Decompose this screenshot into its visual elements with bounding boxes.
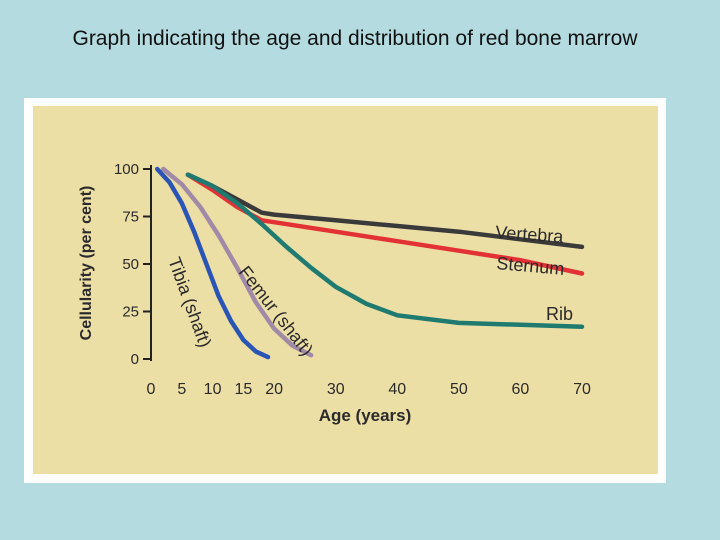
y-tick-label: 0 (131, 351, 139, 368)
x-tick-label: 15 (234, 381, 252, 398)
y-tick-label: 75 (122, 209, 139, 226)
series-line-rib (185, 172, 585, 329)
x-tick-label: 50 (450, 381, 468, 398)
x-tick-label: 5 (177, 381, 186, 398)
x-tick-label: 10 (204, 381, 222, 398)
x-tick-label: 70 (573, 381, 591, 398)
x-tick-label: 40 (388, 381, 406, 398)
y-axis-title-wrap: Cellularity (per cent) (74, 165, 100, 361)
x-tick-label: 20 (265, 381, 283, 398)
x-tick-label: 0 (147, 381, 156, 398)
y-axis-title: Cellularity (per cent) (78, 185, 95, 341)
slide-title: Graph indicating the age and distributio… (72, 27, 638, 50)
series-line-femur-shaft (161, 166, 314, 358)
series-label-rib: Rib (546, 304, 573, 324)
series-label-sternum: Sternum (496, 253, 566, 279)
series-line-sternum (185, 172, 585, 276)
x-tick-label: 30 (327, 381, 345, 398)
x-tick-label: 60 (512, 381, 530, 398)
x-axis-title: Age (years) (319, 406, 412, 425)
y-tick-label: 50 (122, 256, 139, 273)
series-label-vertebra: Vertebra (495, 222, 565, 247)
y-tick-label: 100 (114, 161, 139, 178)
y-tick-label: 25 (122, 304, 139, 321)
series-line-tibia-shaft (154, 166, 271, 360)
